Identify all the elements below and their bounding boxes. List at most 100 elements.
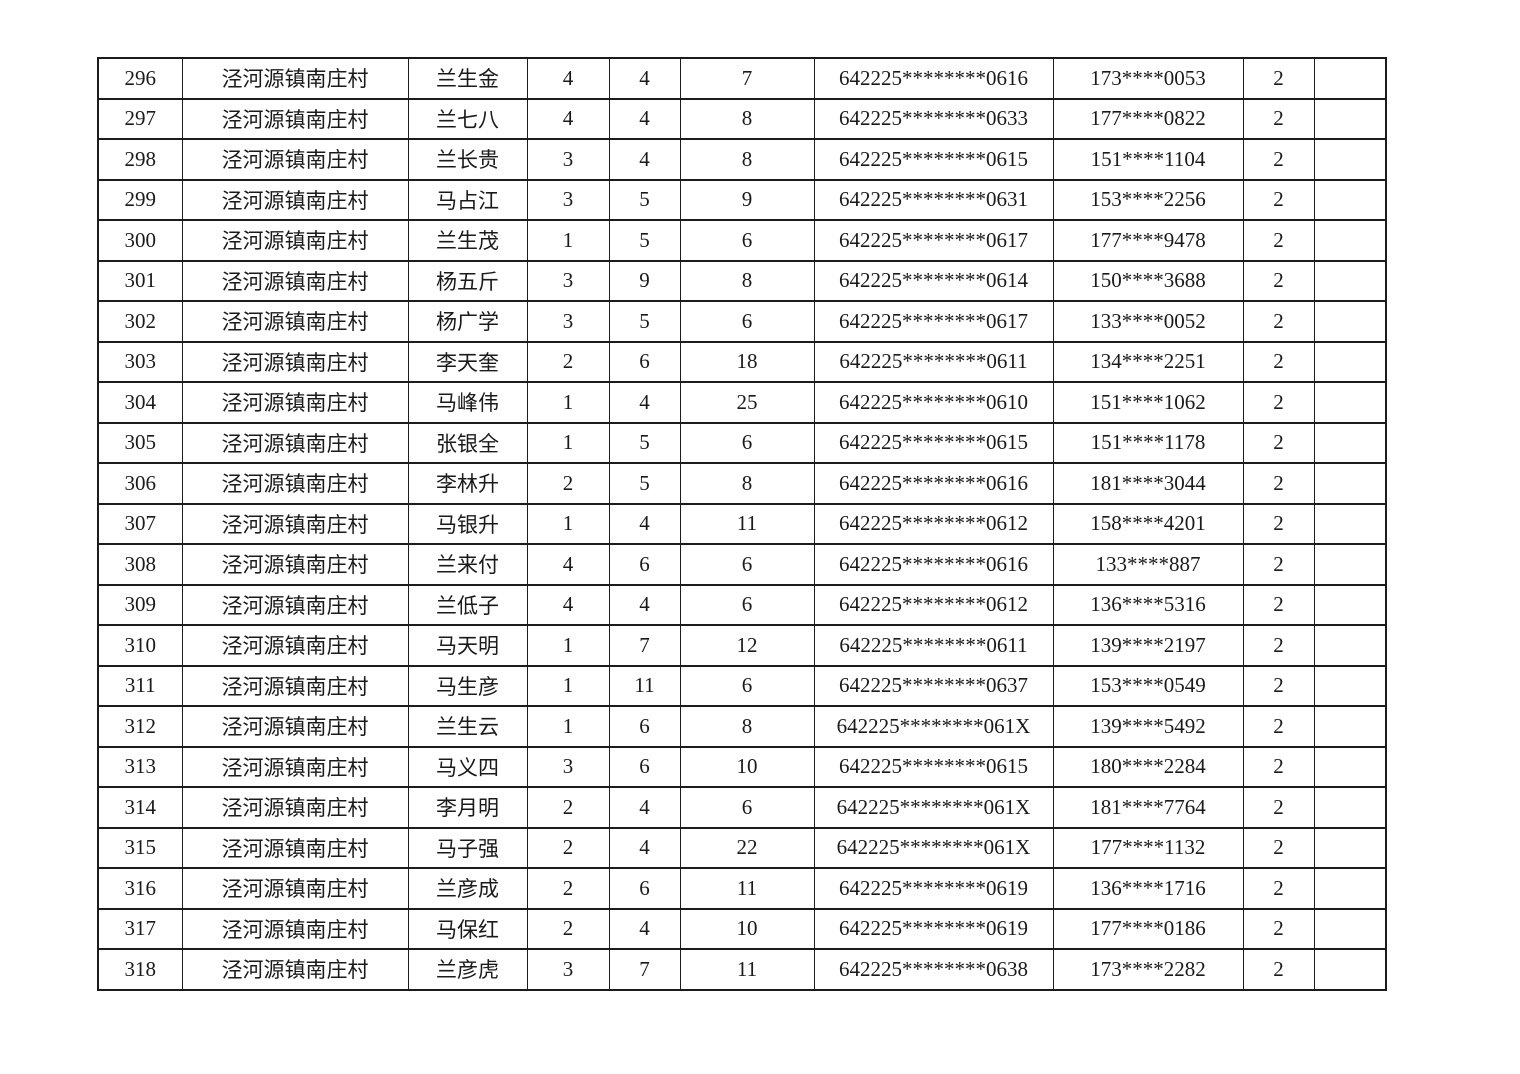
cell-empty (1313, 138, 1387, 181)
cell-count: 2 (1242, 178, 1315, 221)
cell-num2: 5 (608, 219, 681, 262)
cell-phone-masked: 153****0549 (1052, 664, 1244, 707)
cell-id-masked: 642225********0631 (813, 178, 1054, 221)
cell-num2: 4 (608, 786, 681, 829)
cell-num2: 5 (608, 462, 681, 505)
cell-seq: 307 (97, 502, 183, 545)
cell-phone-masked: 136****5316 (1052, 583, 1244, 626)
cell-count: 2 (1242, 219, 1315, 262)
cell-village: 泾河源镇南庄村 (181, 219, 409, 262)
cell-count: 2 (1242, 421, 1315, 464)
cell-empty (1313, 826, 1387, 869)
cell-num2: 4 (608, 502, 681, 545)
cell-village: 泾河源镇南庄村 (181, 705, 409, 748)
cell-seq: 302 (97, 300, 183, 343)
cell-count: 2 (1242, 57, 1315, 100)
cell-num3: 18 (679, 340, 815, 383)
cell-phone-masked: 158****4201 (1052, 502, 1244, 545)
cell-id-masked: 642225********0616 (813, 57, 1054, 100)
cell-count: 2 (1242, 300, 1315, 343)
cell-num2: 4 (608, 381, 681, 424)
cell-empty (1313, 543, 1387, 586)
cell-id-masked: 642225********061X (813, 786, 1054, 829)
cell-empty (1313, 583, 1387, 626)
cell-count: 2 (1242, 543, 1315, 586)
cell-name: 张银全 (407, 421, 528, 464)
cell-empty (1313, 786, 1387, 829)
cell-name: 兰生云 (407, 705, 528, 748)
cell-num3: 6 (679, 300, 815, 343)
cell-name: 兰低子 (407, 583, 528, 626)
cell-id-masked: 642225********0615 (813, 745, 1054, 788)
cell-num1: 1 (526, 705, 610, 748)
cell-num1: 2 (526, 462, 610, 505)
cell-name: 马银升 (407, 502, 528, 545)
cell-count: 2 (1242, 786, 1315, 829)
cell-num3: 6 (679, 219, 815, 262)
cell-village: 泾河源镇南庄村 (181, 745, 409, 788)
table-row: 317 泾河源镇南庄村 马保红 2 4 10 642225********0619 177**… (97, 907, 1387, 950)
cell-empty (1313, 340, 1387, 383)
cell-num2: 5 (608, 300, 681, 343)
cell-count: 2 (1242, 340, 1315, 383)
cell-seq: 299 (97, 178, 183, 221)
cell-empty (1313, 421, 1387, 464)
cell-num3: 22 (679, 826, 815, 869)
cell-village: 泾河源镇南庄村 (181, 340, 409, 383)
cell-num3: 8 (679, 705, 815, 748)
cell-num2: 7 (608, 624, 681, 667)
cell-num1: 1 (526, 219, 610, 262)
cell-name: 马子强 (407, 826, 528, 869)
table-row: 316 泾河源镇南庄村 兰彦成 2 6 11 642225********0619 136**… (97, 867, 1387, 910)
table-row: 302 泾河源镇南庄村 杨广学 3 5 6 642225********0617 133***… (97, 300, 1387, 343)
cell-empty (1313, 381, 1387, 424)
cell-num2: 4 (608, 57, 681, 100)
cell-seq: 314 (97, 786, 183, 829)
cell-empty (1313, 745, 1387, 788)
table-row: 309 泾河源镇南庄村 兰低子 4 4 6 642225********0612 136***… (97, 583, 1387, 626)
cell-village: 泾河源镇南庄村 (181, 867, 409, 910)
cell-id-masked: 642225********0617 (813, 219, 1054, 262)
cell-empty (1313, 705, 1387, 748)
cell-num1: 3 (526, 745, 610, 788)
cell-village: 泾河源镇南庄村 (181, 259, 409, 302)
cell-name: 杨广学 (407, 300, 528, 343)
cell-empty (1313, 57, 1387, 100)
table-row: 304 泾河源镇南庄村 马峰伟 1 4 25 642225********0610 151**… (97, 381, 1387, 424)
cell-empty (1313, 664, 1387, 707)
cell-num3: 11 (679, 502, 815, 545)
cell-count: 2 (1242, 381, 1315, 424)
cell-num3: 10 (679, 745, 815, 788)
cell-phone-masked: 177****0186 (1052, 907, 1244, 950)
cell-seq: 317 (97, 907, 183, 950)
cell-num1: 3 (526, 259, 610, 302)
cell-id-masked: 642225********0617 (813, 300, 1054, 343)
cell-seq: 306 (97, 462, 183, 505)
cell-phone-masked: 177****1132 (1052, 826, 1244, 869)
cell-num1: 3 (526, 948, 610, 991)
cell-phone-masked: 133****0052 (1052, 300, 1244, 343)
cell-phone-masked: 139****2197 (1052, 624, 1244, 667)
cell-num1: 2 (526, 907, 610, 950)
cell-num2: 4 (608, 826, 681, 869)
cell-id-masked: 642225********0615 (813, 138, 1054, 181)
table-row: 314 泾河源镇南庄村 李月明 2 4 6 642225********061X 181***… (97, 786, 1387, 829)
cell-village: 泾河源镇南庄村 (181, 583, 409, 626)
table-row: 312 泾河源镇南庄村 兰生云 1 6 8 642225********061X 139***… (97, 705, 1387, 748)
cell-num3: 6 (679, 543, 815, 586)
cell-count: 2 (1242, 97, 1315, 140)
cell-num1: 4 (526, 97, 610, 140)
cell-phone-masked: 139****5492 (1052, 705, 1244, 748)
cell-seq: 310 (97, 624, 183, 667)
cell-village: 泾河源镇南庄村 (181, 624, 409, 667)
cell-empty (1313, 97, 1387, 140)
cell-num2: 6 (608, 340, 681, 383)
cell-num2: 5 (608, 421, 681, 464)
cell-phone-masked: 151****1062 (1052, 381, 1244, 424)
table-row: 318 泾河源镇南庄村 兰彦虎 3 7 11 642225********0638 173**… (97, 948, 1387, 991)
cell-num2: 4 (608, 138, 681, 181)
cell-count: 2 (1242, 745, 1315, 788)
cell-num1: 3 (526, 138, 610, 181)
cell-num2: 4 (608, 583, 681, 626)
